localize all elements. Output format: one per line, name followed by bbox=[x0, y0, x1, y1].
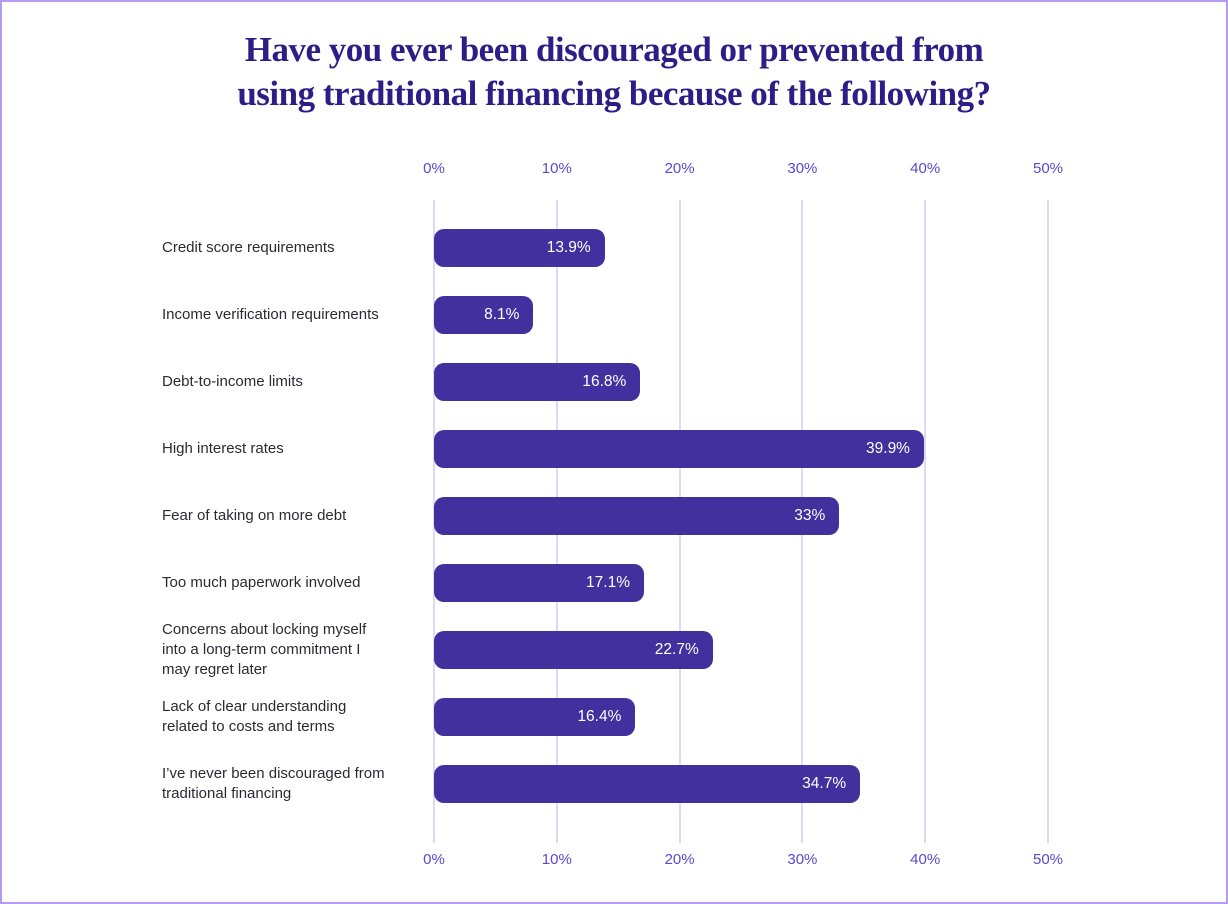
gridline bbox=[924, 200, 927, 843]
value-label: 16.4% bbox=[577, 707, 622, 725]
bar: 16.4% bbox=[434, 697, 636, 736]
bar: 39.9% bbox=[434, 429, 924, 468]
category-label-line: Income verification requirements bbox=[162, 305, 379, 323]
bar-row: Concerns about locking myself into a long… bbox=[162, 616, 1048, 683]
page-title-line1: Have you ever been discouraged or preven… bbox=[244, 30, 984, 69]
plot-area: Credit score requirements 13.9% Income ver… bbox=[162, 200, 1049, 843]
category-label-line: Credit score requirements bbox=[162, 238, 335, 256]
bar-row: Fear of taking on more debt 33% bbox=[162, 482, 1048, 549]
bar: 8.1% bbox=[434, 295, 534, 334]
category-label: Concerns about locking myself into a long… bbox=[162, 620, 434, 680]
category-label: Lack of clear understanding related to co… bbox=[162, 697, 434, 737]
page-title-line2: using traditional financing because of t… bbox=[237, 74, 991, 113]
x-tick-label: 0% bbox=[423, 160, 445, 177]
bar-track: 16.4% bbox=[434, 697, 1048, 736]
bar: 13.9% bbox=[434, 228, 605, 267]
value-label: 8.1% bbox=[484, 305, 520, 323]
value-label: 16.8% bbox=[582, 372, 627, 390]
x-tick-label: 0% bbox=[423, 851, 445, 868]
category-label: Debt-to-income limits bbox=[162, 372, 434, 392]
category-label-line: related to costs and terms bbox=[162, 717, 335, 735]
bar-track: 17.1% bbox=[434, 563, 1048, 602]
value-label: 33% bbox=[794, 506, 826, 524]
value-label: 13.9% bbox=[546, 238, 591, 256]
bar-track: 34.7% bbox=[434, 764, 1048, 803]
category-label-line: I’ve never been discouraged from bbox=[162, 764, 385, 782]
bar: 33% bbox=[434, 496, 840, 535]
bar-rows: Credit score requirements 13.9% Income ver… bbox=[162, 200, 1048, 843]
gridline bbox=[1047, 200, 1049, 843]
bar-chart: 0% 10% 20% 30% 40% 50% Credit score requireme… bbox=[162, 160, 1063, 871]
bar-track: 13.9% bbox=[434, 228, 1048, 267]
x-tick-label: 40% bbox=[910, 160, 941, 177]
x-tick-label: 40% bbox=[910, 851, 941, 868]
bar-track: 33% bbox=[434, 496, 1048, 535]
bar-row: Lack of clear understanding related to co… bbox=[162, 683, 1048, 750]
value-label: 17.1% bbox=[586, 573, 630, 591]
value-label: 34.7% bbox=[802, 774, 847, 792]
value-label: 39.9% bbox=[866, 439, 910, 457]
page-title: Have you ever been discouraged or preven… bbox=[2, 28, 1226, 116]
category-label: I’ve never been discouraged from traditio… bbox=[162, 764, 434, 804]
x-tick-label: 30% bbox=[787, 160, 818, 177]
category-label-line: Lack of clear understanding bbox=[162, 697, 347, 715]
x-axis-top: 0% 10% 20% 30% 40% 50% bbox=[423, 160, 1063, 180]
x-tick-label: 30% bbox=[787, 851, 818, 868]
category-label: High interest rates bbox=[162, 439, 434, 459]
category-label-line: High interest rates bbox=[162, 439, 284, 457]
bar: 17.1% bbox=[434, 563, 644, 602]
bar-track: 39.9% bbox=[434, 429, 1048, 468]
x-tick-label: 20% bbox=[664, 160, 695, 177]
bar-row: Debt-to-income limits 16.8% bbox=[162, 348, 1048, 415]
bar-row: High interest rates 39.9% bbox=[162, 415, 1048, 482]
category-label-line: Too much paperwork involved bbox=[162, 573, 361, 591]
bar: 16.8% bbox=[434, 362, 641, 401]
x-tick-label: 10% bbox=[541, 851, 572, 868]
category-label: Fear of taking on more debt bbox=[162, 506, 434, 526]
category-label-line: into a long-term commitment I bbox=[162, 640, 361, 658]
value-label: 22.7% bbox=[654, 640, 699, 658]
category-label-line: Fear of taking on more debt bbox=[162, 506, 347, 524]
bar-track: 22.7% bbox=[434, 630, 1048, 669]
bar-track: 8.1% bbox=[434, 295, 1048, 334]
category-label: Too much paperwork involved bbox=[162, 573, 434, 593]
bar-row: Too much paperwork involved 17.1% bbox=[162, 549, 1048, 616]
category-label-line: traditional financing bbox=[162, 784, 292, 802]
x-axis-bottom: 0% 10% 20% 30% 40% 50% bbox=[423, 851, 1063, 871]
bar-row: Income verification requirements 8.1% bbox=[162, 281, 1048, 348]
category-label-line: Debt-to-income limits bbox=[162, 372, 303, 390]
category-label: Credit score requirements bbox=[162, 238, 434, 258]
category-label: Income verification requirements bbox=[162, 305, 434, 325]
x-tick-label: 20% bbox=[664, 851, 695, 868]
bar-track: 16.8% bbox=[434, 362, 1048, 401]
bar: 22.7% bbox=[434, 630, 713, 669]
bar: 34.7% bbox=[434, 764, 861, 803]
category-label-line: may regret later bbox=[162, 660, 268, 678]
category-label-line: Concerns about locking myself bbox=[162, 620, 367, 638]
bar-row: Credit score requirements 13.9% bbox=[162, 214, 1048, 281]
x-tick-label: 50% bbox=[1032, 851, 1064, 868]
bar-row: I’ve never been discouraged from traditio… bbox=[162, 750, 1048, 817]
x-tick-label: 50% bbox=[1032, 160, 1064, 177]
x-tick-label: 10% bbox=[541, 160, 572, 177]
